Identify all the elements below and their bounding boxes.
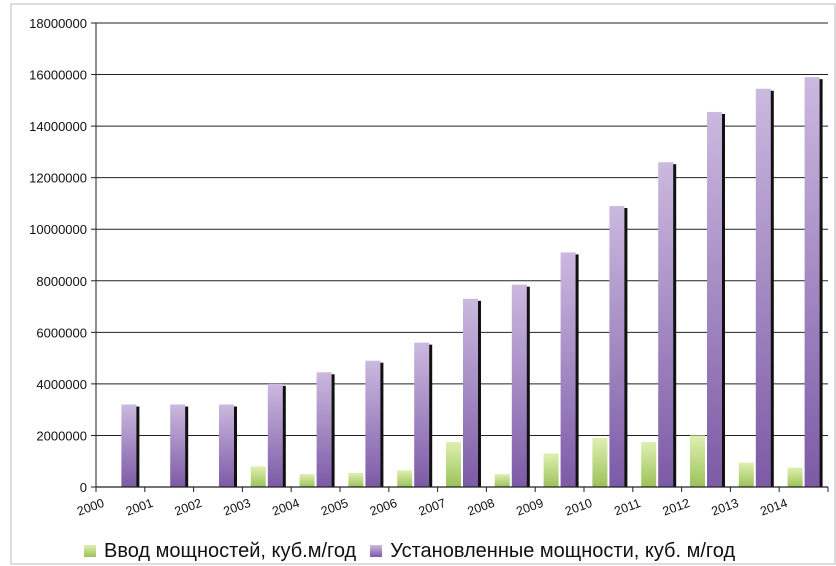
- x-tick-label: 2001: [124, 496, 155, 519]
- bar-installed-capacity: [560, 252, 576, 487]
- y-tick-label: 10000000: [29, 222, 87, 237]
- bar-new-capacity: [738, 462, 754, 487]
- legend-swatch-green: [84, 545, 96, 557]
- x-tick-label: 2009: [514, 496, 545, 519]
- bar-new-capacity: [494, 474, 510, 487]
- y-tick-label: 18000000: [29, 16, 87, 31]
- legend-label-new-capacity: Ввод мощностей, куб.м/год: [104, 539, 357, 562]
- bar-installed-capacity: [609, 206, 625, 487]
- bar-new-capacity: [446, 441, 461, 487]
- x-tick-label: 2004: [270, 496, 301, 519]
- bar-installed-capacity: [316, 372, 332, 487]
- bar-new-capacity: [543, 453, 559, 487]
- bar-installed-capacity: [511, 284, 527, 487]
- bar-new-capacity: [397, 470, 413, 487]
- bar-installed-capacity: [219, 404, 234, 487]
- legend-item-installed-capacity: Установленные мощности, куб. м/год: [370, 540, 735, 563]
- x-tick-label: 2010: [563, 496, 594, 519]
- bar-installed-capacity: [121, 404, 137, 487]
- plot-border: [10, 3, 836, 565]
- y-tick-label: 12000000: [29, 171, 87, 186]
- bar-new-capacity: [299, 474, 315, 487]
- bar-new-capacity: [787, 467, 803, 487]
- y-tick-label: 4000000: [36, 377, 87, 392]
- bar-installed-capacity: [658, 162, 674, 487]
- y-tick-label: 14000000: [29, 119, 87, 134]
- x-tick-label: 2013: [710, 496, 741, 519]
- legend-label-installed-capacity: Установленные мощности, куб. м/год: [390, 539, 736, 562]
- bar-installed-capacity: [267, 383, 283, 487]
- x-tick-label: 2006: [368, 496, 399, 519]
- bar-new-capacity: [641, 441, 657, 487]
- y-tick-label: 16000000: [29, 68, 87, 83]
- bar-installed-capacity: [365, 360, 381, 487]
- x-tick-label: 2008: [466, 496, 497, 519]
- x-tick-label: 2003: [222, 496, 253, 519]
- bar-new-capacity: [690, 435, 705, 487]
- y-tick-label: 0: [80, 480, 87, 495]
- x-tick-label: 2002: [173, 496, 204, 519]
- x-tick-label: 2014: [758, 496, 789, 519]
- bar-new-capacity: [592, 438, 608, 487]
- x-tick-label: 2000: [75, 496, 106, 519]
- x-tick-label: 2012: [661, 496, 692, 519]
- bar-installed-capacity: [804, 77, 820, 487]
- x-tick-label: 2005: [319, 496, 350, 519]
- y-tick-label: 2000000: [36, 428, 87, 443]
- bar-installed-capacity: [414, 342, 430, 487]
- bar-new-capacity: [250, 466, 266, 487]
- legend-item-new-capacity: Ввод мощностей, куб.м/год: [84, 540, 356, 563]
- legend-swatch-purple: [370, 545, 383, 557]
- bar-installed-capacity: [170, 404, 186, 487]
- legend: Ввод мощностей, куб.м/год Установленные …: [84, 540, 735, 562]
- y-tick-label: 8000000: [36, 274, 87, 289]
- bar-installed-capacity: [707, 111, 722, 487]
- x-tick-label: 2011: [612, 496, 642, 518]
- bar-new-capacity: [348, 472, 364, 487]
- bar-installed-capacity: [463, 298, 478, 487]
- y-tick-label: 6000000: [36, 325, 87, 340]
- x-tick-label: 2007: [417, 496, 448, 519]
- bar-installed-capacity: [755, 88, 771, 487]
